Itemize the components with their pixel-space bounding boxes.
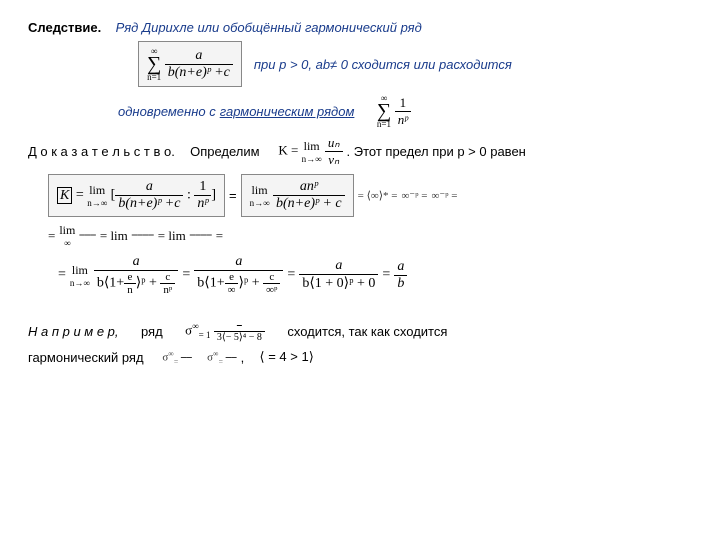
K-text2: . Этот предел при p > 0 равен [347,144,526,159]
messy-2: ∞⁻ᵖ = [401,189,427,202]
proof-row: Д о к а з а т е л ь с т в о. Определим K… [28,135,692,168]
example-row1: Н а п р и м е р, ряд σ∞= 1 ⎯3⟨− 5⟩⁴ − 8 … [28,320,692,343]
main-eq-row3: = limn→∞ a b⟨1+en⟩ᵖ + cnᵖ = a b⟨1+e∞⟩ᵖ +… [58,254,692,296]
main-eq-row1: K = limn→∞ [ab(n+e)ᵖ +c : 1nᵖ] = limn→∞ … [48,174,692,217]
define-text: Определим [190,144,260,159]
mid-formula: limn→∞ anᵖb(n+e)ᵖ + c [241,174,354,217]
example-label: Н а п р и м е р, [28,324,119,339]
example-text1: ряд [141,324,163,339]
example-text3: гармонический ряд [28,350,144,365]
eq-sign: = [229,188,237,203]
messy-3: ∞⁻ᵖ = [431,189,457,202]
example-text2: сходится, так как сходится [287,324,447,339]
title-line: Следствие. Ряд Дирихле или обобщённый га… [28,20,692,35]
main-eq-row2: = lim∞ ⎯⎯⎯ = lim ⎯⎯⎯⎯ = lim ⎯⎯⎯⎯ = [48,223,692,248]
example-series: σ∞= 1 ⎯3⟨− 5⟩⁴ − 8 [185,320,265,343]
dirichlet-row: ∞ ∑ n=1 a b(n+e)ᵖ +c при p > 0, ab≠ 0 сх… [138,41,692,87]
example-harm1: σ∞= ⎯⎯ [162,349,192,366]
simultaneous-row: одновременно с гармоническим рядом ∞ ∑ n… [118,93,692,129]
K-formula: K = limn→∞ uₙvₙ [278,135,342,168]
example-harm2: σ∞= ⎯⎯ [207,349,237,366]
messy-1: = ⟨∞⟩* = [358,189,398,202]
example-p: ⟨ = 4 > 1⟩ [260,349,314,365]
lhs-formula: K = limn→∞ [ab(n+e)ᵖ +c : 1nᵖ] [48,174,225,217]
condition-text: при p > 0, ab≠ 0 сходится или расходится [254,57,512,72]
example-row2: гармонический ряд σ∞= ⎯⎯ σ∞= ⎯⎯ , ⟨ = 4 … [28,349,692,366]
harmonic-sum: ∞ ∑ n=1 1 nᵖ [377,93,411,129]
proof-label: Д о к а з а т е л ь с т в о. [28,144,175,159]
simul-text: одновременно с [118,104,216,119]
dirichlet-formula: ∞ ∑ n=1 a b(n+e)ᵖ +c [138,41,242,87]
corollary-label: Следствие. [28,20,101,35]
title-text: Ряд Дирихле или обобщённый гармонический… [116,20,422,35]
harmonic-text: гармоническим рядом [220,104,355,119]
